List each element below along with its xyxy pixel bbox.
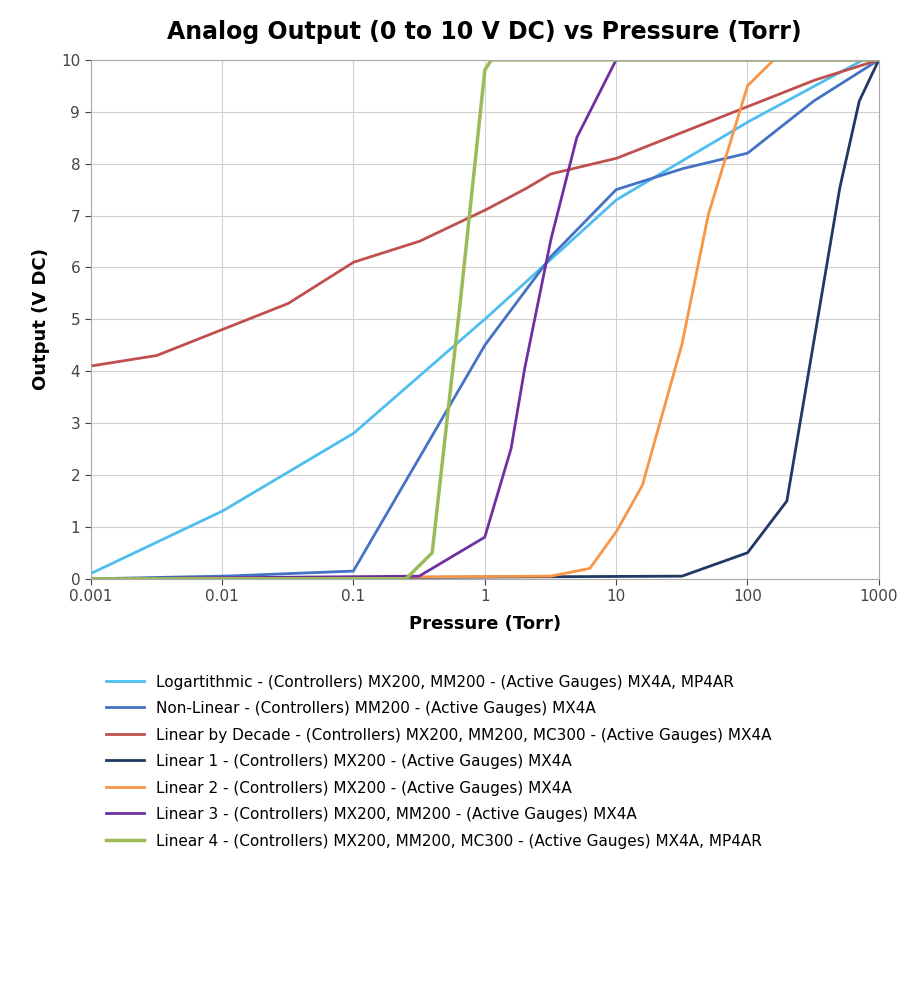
Line: Logartithmic - (Controllers) MX200, MM200 - (Active Gauges) MX4A, MP4AR: Logartithmic - (Controllers) MX200, MM20… <box>91 60 879 574</box>
Non-Linear - (Controllers) MM200 - (Active Gauges) MX4A <box>85 573 96 585</box>
Linear 2 - (Controllers) MX200 - (Active Gauges) MX4A <box>89 573 100 585</box>
Linear 3 - (Controllers) MX200, MM200 - (Active Gauges) MX4A <box>873 54 884 66</box>
Linear 4 - (Controllers) MX200, MM200, MC300 - (Active Gauges) MX4A, MP4AR <box>470 148 481 160</box>
Logartithmic - (Controllers) MX200, MM200 - (Active Gauges) MX4A, MP4AR <box>89 566 100 578</box>
Non-Linear - (Controllers) MM200 - (Active Gauges) MX4A <box>470 354 481 366</box>
Linear by Decade - (Controllers) MX200, MM200, MC300 - (Active Gauges) MX4A <box>118 355 129 367</box>
Linear 2 - (Controllers) MX200 - (Active Gauges) MX4A <box>132 573 143 585</box>
Linear 4 - (Controllers) MX200, MM200, MC300 - (Active Gauges) MX4A, MP4AR <box>89 573 100 585</box>
Linear by Decade - (Controllers) MX200, MM200, MC300 - (Active Gauges) MX4A <box>132 352 143 364</box>
Linear 1 - (Controllers) MX200 - (Active Gauges) MX4A <box>89 573 100 585</box>
Logartithmic - (Controllers) MX200, MM200 - (Active Gauges) MX4A, MP4AR <box>85 568 96 580</box>
Linear 2 - (Controllers) MX200 - (Active Gauges) MX4A <box>240 572 251 584</box>
Linear 2 - (Controllers) MX200 - (Active Gauges) MX4A <box>768 54 779 66</box>
Logartithmic - (Controllers) MX200, MM200 - (Active Gauges) MX4A, MP4AR <box>873 54 884 66</box>
Title: Analog Output (0 to 10 V DC) vs Pressure (Torr): Analog Output (0 to 10 V DC) vs Pressure… <box>168 20 802 44</box>
Linear 2 - (Controllers) MX200 - (Active Gauges) MX4A <box>873 54 884 66</box>
Non-Linear - (Controllers) MM200 - (Active Gauges) MX4A <box>832 80 843 92</box>
Legend: Logartithmic - (Controllers) MX200, MM200 - (Active Gauges) MX4A, MP4AR, Non-Lin: Logartithmic - (Controllers) MX200, MM20… <box>98 667 779 856</box>
Linear 4 - (Controllers) MX200, MM200, MC300 - (Active Gauges) MX4A, MP4AR <box>832 54 843 66</box>
Linear 1 - (Controllers) MX200 - (Active Gauges) MX4A <box>118 573 129 585</box>
Linear 4 - (Controllers) MX200, MM200, MC300 - (Active Gauges) MX4A, MP4AR <box>240 573 251 585</box>
Logartithmic - (Controllers) MX200, MM200 - (Active Gauges) MX4A, MP4AR <box>832 68 843 80</box>
Linear 2 - (Controllers) MX200 - (Active Gauges) MX4A <box>832 54 843 66</box>
Linear 3 - (Controllers) MX200, MM200 - (Active Gauges) MX4A <box>85 573 96 585</box>
Linear 3 - (Controllers) MX200, MM200 - (Active Gauges) MX4A <box>470 537 481 549</box>
Linear 2 - (Controllers) MX200 - (Active Gauges) MX4A <box>118 573 129 585</box>
Line: Linear 3 - (Controllers) MX200, MM200 - (Active Gauges) MX4A: Linear 3 - (Controllers) MX200, MM200 - … <box>91 60 879 579</box>
Linear 4 - (Controllers) MX200, MM200, MC300 - (Active Gauges) MX4A, MP4AR <box>132 573 143 585</box>
Linear by Decade - (Controllers) MX200, MM200, MC300 - (Active Gauges) MX4A <box>89 359 100 371</box>
Linear 2 - (Controllers) MX200 - (Active Gauges) MX4A <box>85 573 96 585</box>
Linear 3 - (Controllers) MX200, MM200 - (Active Gauges) MX4A <box>240 572 251 584</box>
Logartithmic - (Controllers) MX200, MM200 - (Active Gauges) MX4A, MP4AR <box>858 54 869 66</box>
Linear 1 - (Controllers) MX200 - (Active Gauges) MX4A <box>873 54 884 66</box>
Line: Linear 4 - (Controllers) MX200, MM200, MC300 - (Active Gauges) MX4A, MP4AR: Linear 4 - (Controllers) MX200, MM200, M… <box>91 60 879 579</box>
Linear 1 - (Controllers) MX200 - (Active Gauges) MX4A <box>85 573 96 585</box>
Linear 3 - (Controllers) MX200, MM200 - (Active Gauges) MX4A <box>118 573 129 585</box>
Line: Linear 1 - (Controllers) MX200 - (Active Gauges) MX4A: Linear 1 - (Controllers) MX200 - (Active… <box>91 60 879 579</box>
Line: Non-Linear - (Controllers) MM200 - (Active Gauges) MX4A: Non-Linear - (Controllers) MM200 - (Acti… <box>91 60 879 579</box>
Non-Linear - (Controllers) MM200 - (Active Gauges) MX4A <box>132 572 143 584</box>
Linear by Decade - (Controllers) MX200, MM200, MC300 - (Active Gauges) MX4A <box>240 314 251 326</box>
Non-Linear - (Controllers) MM200 - (Active Gauges) MX4A <box>89 573 100 585</box>
Line: Linear 2 - (Controllers) MX200 - (Active Gauges) MX4A: Linear 2 - (Controllers) MX200 - (Active… <box>91 60 879 579</box>
Linear 1 - (Controllers) MX200 - (Active Gauges) MX4A <box>832 198 843 210</box>
Linear 3 - (Controllers) MX200, MM200 - (Active Gauges) MX4A <box>611 54 622 66</box>
Linear 4 - (Controllers) MX200, MM200, MC300 - (Active Gauges) MX4A, MP4AR <box>486 54 496 66</box>
Non-Linear - (Controllers) MM200 - (Active Gauges) MX4A <box>873 54 884 66</box>
Linear by Decade - (Controllers) MX200, MM200, MC300 - (Active Gauges) MX4A <box>832 67 843 79</box>
Linear 1 - (Controllers) MX200 - (Active Gauges) MX4A <box>470 571 481 583</box>
Non-Linear - (Controllers) MM200 - (Active Gauges) MX4A <box>118 572 129 584</box>
Linear 3 - (Controllers) MX200, MM200 - (Active Gauges) MX4A <box>132 573 143 585</box>
Logartithmic - (Controllers) MX200, MM200 - (Active Gauges) MX4A, MP4AR <box>240 492 251 504</box>
Linear 2 - (Controllers) MX200 - (Active Gauges) MX4A <box>470 571 481 583</box>
Linear 4 - (Controllers) MX200, MM200, MC300 - (Active Gauges) MX4A, MP4AR <box>873 54 884 66</box>
Linear 3 - (Controllers) MX200, MM200 - (Active Gauges) MX4A <box>832 54 843 66</box>
Linear 3 - (Controllers) MX200, MM200 - (Active Gauges) MX4A <box>89 573 100 585</box>
Non-Linear - (Controllers) MM200 - (Active Gauges) MX4A <box>240 569 251 581</box>
Linear 4 - (Controllers) MX200, MM200, MC300 - (Active Gauges) MX4A, MP4AR <box>118 573 129 585</box>
Logartithmic - (Controllers) MX200, MM200 - (Active Gauges) MX4A, MP4AR <box>118 552 129 564</box>
Logartithmic - (Controllers) MX200, MM200 - (Active Gauges) MX4A, MP4AR <box>470 321 481 333</box>
X-axis label: Pressure (Torr): Pressure (Torr) <box>409 616 561 634</box>
Linear by Decade - (Controllers) MX200, MM200, MC300 - (Active Gauges) MX4A <box>873 54 884 66</box>
Y-axis label: Output (V DC): Output (V DC) <box>32 249 50 390</box>
Linear 1 - (Controllers) MX200 - (Active Gauges) MX4A <box>240 572 251 584</box>
Logartithmic - (Controllers) MX200, MM200 - (Active Gauges) MX4A, MP4AR <box>132 545 143 557</box>
Line: Linear by Decade - (Controllers) MX200, MM200, MC300 - (Active Gauges) MX4A: Linear by Decade - (Controllers) MX200, … <box>91 60 879 366</box>
Linear by Decade - (Controllers) MX200, MM200, MC300 - (Active Gauges) MX4A <box>470 209 481 221</box>
Linear 4 - (Controllers) MX200, MM200, MC300 - (Active Gauges) MX4A, MP4AR <box>85 573 96 585</box>
Linear by Decade - (Controllers) MX200, MM200, MC300 - (Active Gauges) MX4A <box>85 360 96 372</box>
Linear 1 - (Controllers) MX200 - (Active Gauges) MX4A <box>132 573 143 585</box>
